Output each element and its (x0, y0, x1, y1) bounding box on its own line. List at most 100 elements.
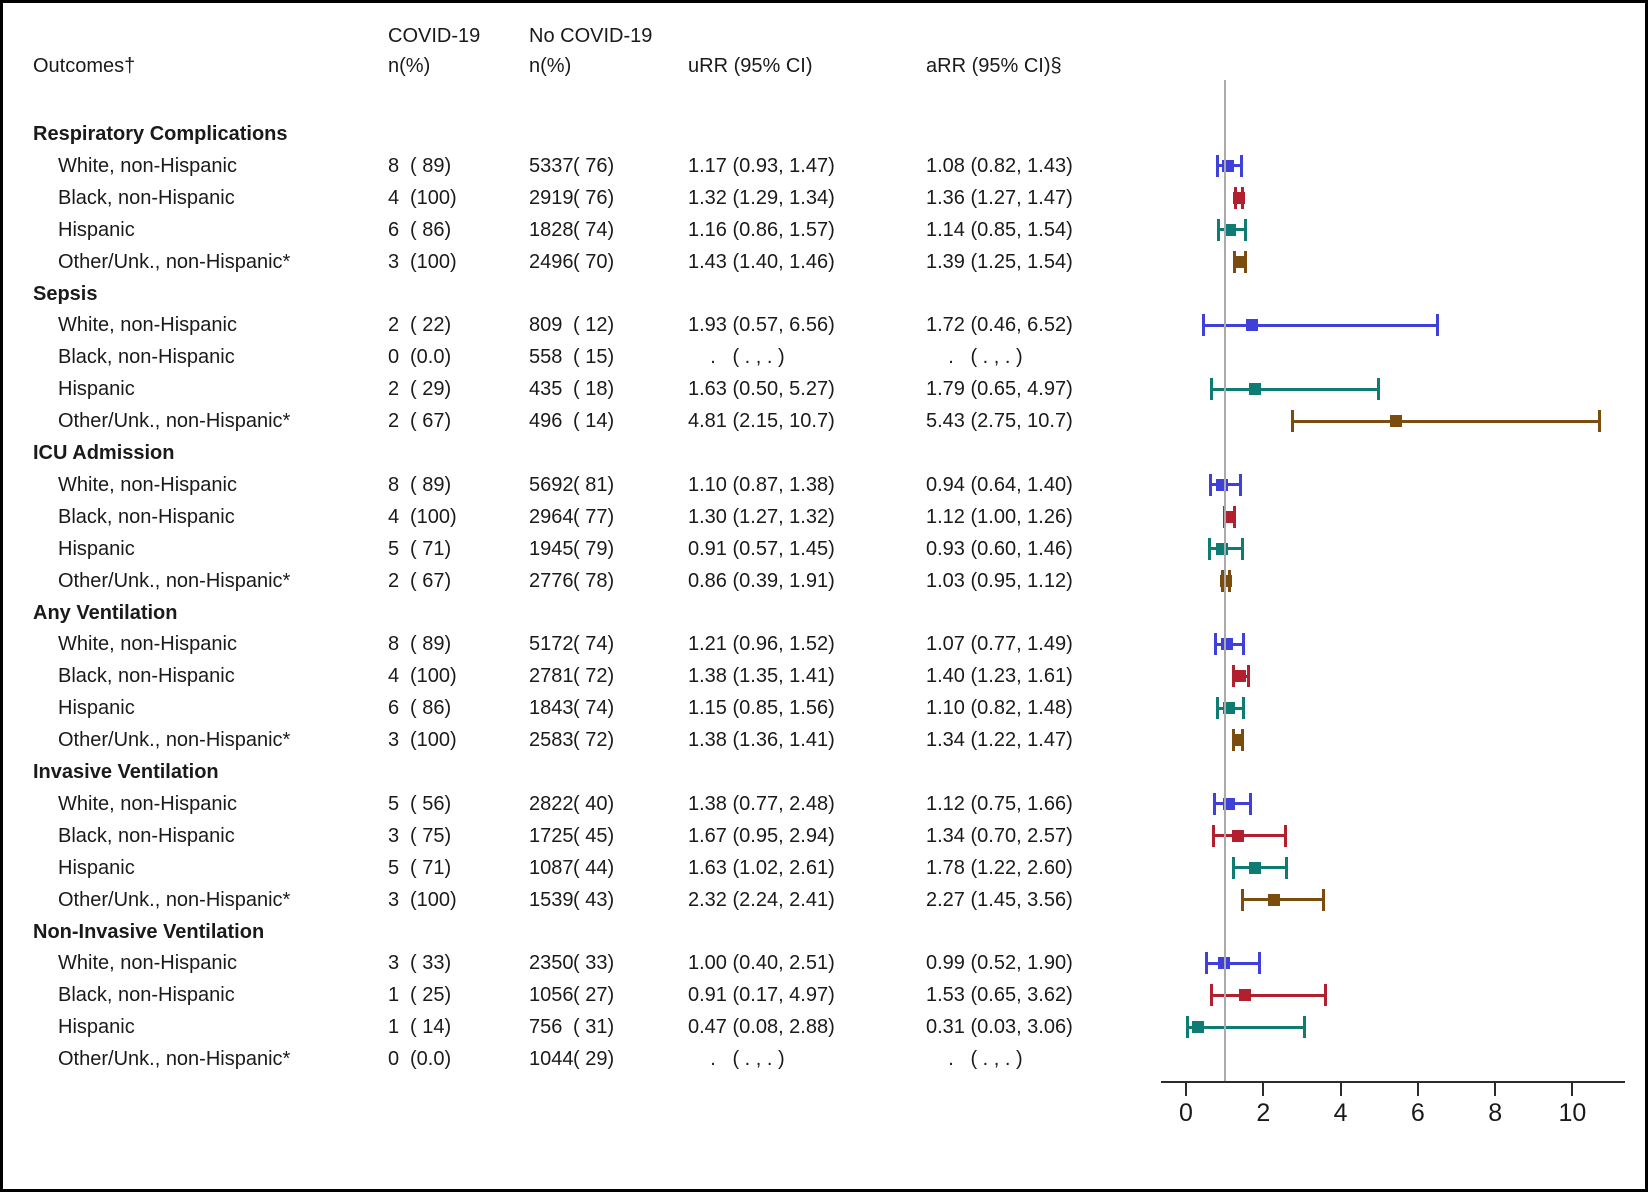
covid-n: 8 (388, 154, 400, 177)
covid-n: 3 (388, 824, 400, 847)
nocovid-pct: ( 18) (573, 378, 615, 401)
ci-cap (1232, 665, 1236, 688)
nocovid-pct: ( 45) (573, 824, 615, 847)
race-label: White, non-Hispanic (58, 792, 237, 815)
section-header-row: Sepsis (3, 278, 1063, 310)
covid-n: 5 (388, 856, 400, 879)
nocovid-n: 2350 (529, 952, 574, 975)
race-label: Hispanic (58, 856, 135, 879)
nocovid-n: 1725 (529, 824, 574, 847)
arr-value: 1.72 (0.46, 6.52) (926, 314, 1073, 337)
covid-n: 5 (388, 792, 400, 815)
race-label: Black, non-Hispanic (58, 984, 235, 1007)
covid-n: 8 (388, 473, 400, 496)
table-row: Hispanic 2 ( 29) 435 ( 18) 1.63 (0.50, 5.27) 1… (3, 373, 1073, 405)
covid-n: 4 (388, 186, 400, 209)
covid-pct: (100) (410, 729, 457, 752)
covid-pct: ( 89) (410, 633, 452, 656)
x-axis-tick-label: 6 (1410, 1099, 1425, 1127)
column-header-nocovid-line1: No COVID-19 (529, 25, 653, 47)
x-axis-line (1161, 1081, 1625, 1083)
ci-line (1187, 1025, 1305, 1029)
table-row: White, non-Hispanic 8 ( 89) 5337( 76) 1.17 (… (3, 150, 1073, 182)
x-axis-tick (1185, 1083, 1187, 1096)
column-header-outcomes: Outcomes† (33, 55, 136, 77)
x-axis-tick (1339, 1083, 1342, 1096)
nocovid-n: 2781 (529, 665, 574, 688)
x-axis-tick (1416, 1083, 1419, 1096)
arr-value: 1.07 (0.77, 1.49) (926, 633, 1073, 656)
ci-cap (1284, 856, 1288, 879)
urr-value: 1.67 (0.95, 2.94) (688, 824, 835, 847)
urr-value: 0.86 (0.39, 1.91) (688, 569, 835, 592)
forest-marker-white_nh (1216, 478, 1229, 491)
x-axis-tick-label: 0 (1179, 1099, 1193, 1127)
arr-value: 1.40 (1.23, 1.61) (926, 665, 1073, 688)
nocovid-n: 5172 (529, 633, 574, 656)
x-axis-tick (1262, 1083, 1265, 1096)
covid-pct: (100) (410, 505, 457, 528)
nocovid-n: 496 (529, 410, 563, 433)
urr-value: 1.93 (0.57, 6.56) (688, 314, 835, 337)
ci-cap (1324, 984, 1328, 1007)
arr-value: 1.53 (0.65, 3.62) (926, 984, 1073, 1007)
nocovid-pct: ( 12) (573, 314, 615, 337)
ci-cap (1322, 888, 1326, 911)
table-row: Black, non-Hispanic 3 ( 75) 1725( 45) 1.67 (… (3, 820, 1073, 852)
nocovid-n: 2964 (529, 505, 574, 528)
covid-n: 5 (388, 537, 400, 560)
urr-value: 0.91 (0.57, 1.45) (688, 537, 835, 560)
table-row: Other/Unk., non-Hispanic* 3 (100) 2496( 70)… (3, 246, 1073, 278)
table-row: Other/Unk., non-Hispanic* 2 ( 67) 2776( 78)… (3, 565, 1073, 597)
nocovid-pct: ( 81) (573, 473, 615, 496)
arr-value: 1.39 (1.25, 1.54) (926, 250, 1073, 273)
covid-n: 6 (388, 218, 400, 241)
covid-n: 4 (388, 665, 400, 688)
section-header-row: Non-Invasive Ventilation (3, 916, 1063, 948)
forest-marker-hispanic (1248, 861, 1261, 874)
race-label: Black, non-Hispanic (58, 824, 235, 847)
covid-pct: ( 67) (410, 410, 452, 433)
ci-cap (1216, 697, 1220, 720)
race-label: Hispanic (58, 1016, 135, 1039)
covid-n: 3 (388, 250, 400, 273)
nocovid-pct: ( 74) (573, 697, 615, 720)
x-axis-tick-label: 2 (1256, 1099, 1271, 1127)
covid-n: 3 (388, 952, 400, 975)
section-label: Respiratory Complications (33, 123, 288, 145)
table-row: White, non-Hispanic 3( 33) 2350( 33) 1.00 (… (3, 947, 1073, 979)
nocovid-pct: ( 77) (573, 505, 615, 528)
column-header-arr: aRR (95% CI)§ (926, 55, 1062, 77)
nocovid-pct: ( 44) (573, 856, 615, 879)
urr-value: 1.17 (0.93, 1.47) (688, 154, 835, 177)
table-row: Hispanic 6 ( 86) 1843( 74) 1.15 (0.85, 1.56)… (3, 692, 1073, 724)
ci-cap (1248, 792, 1252, 815)
nocovid-n: 1828 (529, 218, 574, 241)
section-header-row: Respiratory Complications (3, 118, 1063, 150)
nocovid-pct: ( 79) (573, 537, 615, 560)
x-axis-tick (1494, 1083, 1497, 1096)
ci-cap (1209, 984, 1213, 1007)
covid-pct: ( 67) (410, 569, 452, 592)
nocovid-n: 558 (529, 346, 563, 369)
nocovid-pct: ( 33) (573, 952, 615, 975)
forest-marker-other_nh (1389, 415, 1402, 428)
race-label: Black, non-Hispanic (58, 346, 235, 369)
covid-pct: ( 29) (410, 378, 452, 401)
forest-marker-black_nh (1232, 191, 1245, 204)
race-label: Other/Unk., non-Hispanic* (58, 888, 291, 911)
nocovid-n: 435 (529, 378, 563, 401)
nocovid-n: 1843 (529, 697, 574, 720)
nocovid-pct: ( 74) (573, 218, 615, 241)
reference-line (1223, 80, 1226, 1083)
nocovid-n: 2776 (529, 569, 574, 592)
forest-marker-other_nh (1231, 734, 1244, 747)
urr-value: . ( . , . ) (688, 1048, 785, 1071)
arr-value: 1.12 (0.75, 1.66) (926, 792, 1073, 815)
urr-value: 1.00 (0.40, 2.51) (688, 952, 835, 975)
forest-marker-black_nh (1231, 829, 1244, 842)
section-header-row: ICU Admission (3, 437, 1063, 469)
race-label: Black, non-Hispanic (58, 186, 235, 209)
table-row: White, non-Hispanic 8 ( 89) 5172( 74) 1.21 (… (3, 628, 1073, 660)
